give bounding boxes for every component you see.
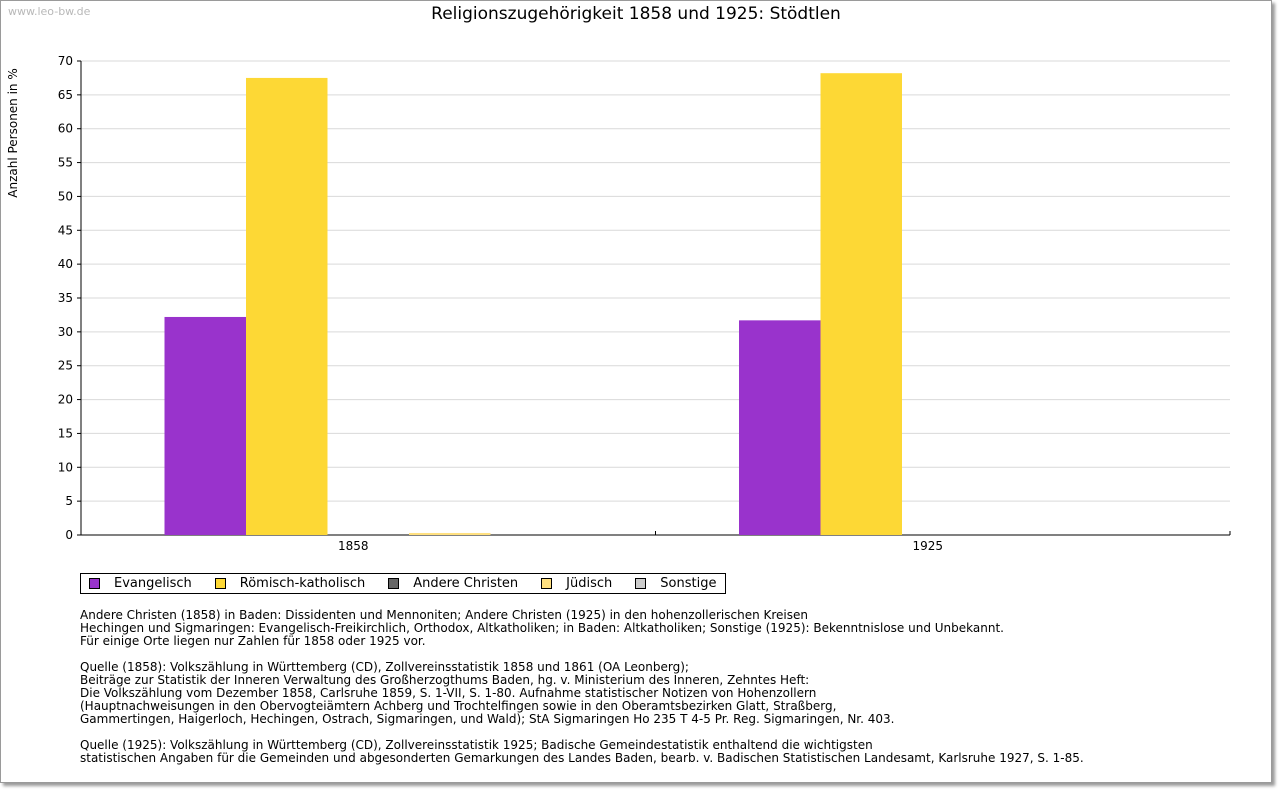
y-tick-label: 15 bbox=[58, 426, 73, 440]
bar-chart: 0 5 10 15 20 25 30 35 40 45 50 55 60 65 70 Anzahl Perso… bbox=[6, 54, 1231, 553]
legend-swatch bbox=[388, 578, 400, 589]
y-tick-label: 30 bbox=[58, 325, 73, 339]
legend: Evangelisch Römisch-katholisch Andere Chri… bbox=[80, 573, 727, 594]
x-tick-label: 1925 bbox=[912, 539, 943, 553]
note-quelle-1925: Quelle (1925): Volkszählung in Württembe… bbox=[80, 738, 1084, 765]
y-tick-label: 5 bbox=[65, 494, 73, 508]
y-axis-label: Anzahl Personen in % bbox=[6, 68, 20, 198]
legend-item: Jüdisch bbox=[541, 576, 612, 591]
note-andere-christen: Andere Christen (1858) in Baden: Disside… bbox=[80, 608, 1004, 648]
legend-item: Römisch-katholisch bbox=[214, 576, 366, 591]
y-tick-label: 60 bbox=[58, 122, 73, 136]
legend-label: Evangelisch bbox=[114, 576, 192, 591]
notes: Andere Christen (1858) in Baden: Disside… bbox=[80, 609, 1084, 778]
legend-swatch bbox=[541, 578, 553, 589]
bar-r-misch-katholisch-1858 bbox=[246, 77, 328, 535]
y-tick-label: 50 bbox=[58, 189, 73, 203]
y-tick-label: 25 bbox=[58, 359, 73, 373]
y-tick-label: 35 bbox=[58, 291, 73, 305]
legend-item: Sonstige bbox=[635, 576, 716, 591]
bar-j-disch-1858 bbox=[409, 532, 491, 535]
chart-title: Religionszugehörigkeit 1858 und 1925: St… bbox=[431, 4, 841, 24]
legend-label: Römisch-katholisch bbox=[239, 576, 366, 591]
note-quelle-1858: Quelle (1858): Volkszählung in Württembe… bbox=[80, 660, 895, 726]
legend-item: Evangelisch bbox=[89, 576, 192, 591]
legend-item: Andere Christen bbox=[388, 576, 518, 591]
legend-label: Andere Christen bbox=[413, 576, 519, 591]
legend-swatch bbox=[635, 578, 647, 589]
y-tick-label: 20 bbox=[58, 393, 73, 407]
y-tick-label: 70 bbox=[58, 54, 73, 68]
bar-evangelisch-1858 bbox=[164, 316, 246, 535]
watermark: www.leo-bw.de bbox=[8, 5, 91, 18]
y-tick-label: 45 bbox=[58, 223, 73, 237]
x-tick-label: 1858 bbox=[338, 539, 369, 553]
legend-swatch bbox=[214, 578, 226, 589]
legend-label: Jüdisch bbox=[566, 576, 613, 591]
legend-swatch bbox=[89, 578, 100, 589]
legend-label: Sonstige bbox=[660, 576, 717, 591]
y-tick-label: 55 bbox=[58, 156, 73, 170]
bar-evangelisch-1925 bbox=[739, 320, 821, 535]
y-tick-label: 65 bbox=[58, 88, 73, 102]
y-tick-label: 10 bbox=[58, 460, 73, 474]
y-tick-label: 40 bbox=[58, 257, 73, 271]
bar-r-misch-katholisch-1925 bbox=[820, 73, 902, 535]
y-tick-label: 0 bbox=[65, 528, 73, 542]
